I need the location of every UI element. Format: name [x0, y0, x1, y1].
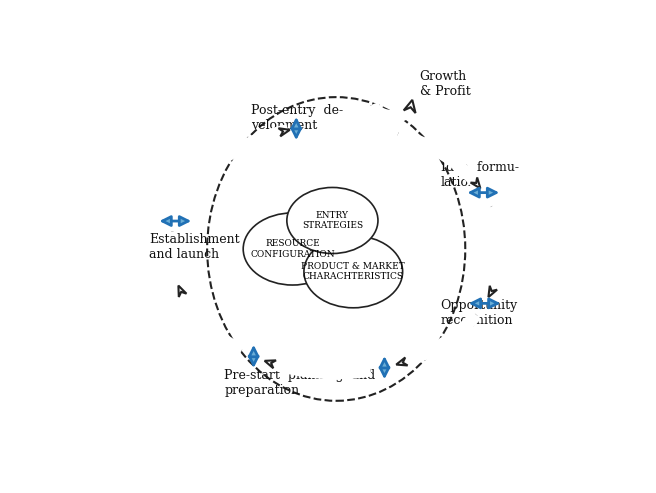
Text: PRODUCT & MARKET
CHARACHTERISTICS: PRODUCT & MARKET CHARACHTERISTICS: [301, 262, 405, 282]
Ellipse shape: [287, 187, 378, 253]
Text: ENTRY
STRATEGIES: ENTRY STRATEGIES: [302, 211, 363, 230]
Ellipse shape: [243, 213, 342, 285]
Ellipse shape: [304, 236, 403, 308]
Polygon shape: [489, 286, 497, 297]
Polygon shape: [396, 357, 407, 365]
Polygon shape: [264, 360, 276, 368]
Polygon shape: [278, 128, 290, 137]
Text: Idea  formu-
lation: Idea formu- lation: [441, 161, 519, 189]
Text: Establishment
and launch: Establishment and launch: [150, 233, 240, 261]
Polygon shape: [470, 177, 480, 188]
Polygon shape: [178, 285, 186, 297]
Text: Pre-start  planning  and
preparation: Pre-start planning and preparation: [224, 369, 375, 396]
Text: Post-entry  de-
velopment: Post-entry de- velopment: [251, 104, 343, 132]
Text: Opportunity
recognition: Opportunity recognition: [441, 300, 518, 327]
Text: Growth
& Profit: Growth & Profit: [420, 70, 470, 98]
Text: RESOURCE
CONFIGURATION: RESOURCE CONFIGURATION: [250, 239, 335, 259]
Polygon shape: [403, 100, 415, 113]
